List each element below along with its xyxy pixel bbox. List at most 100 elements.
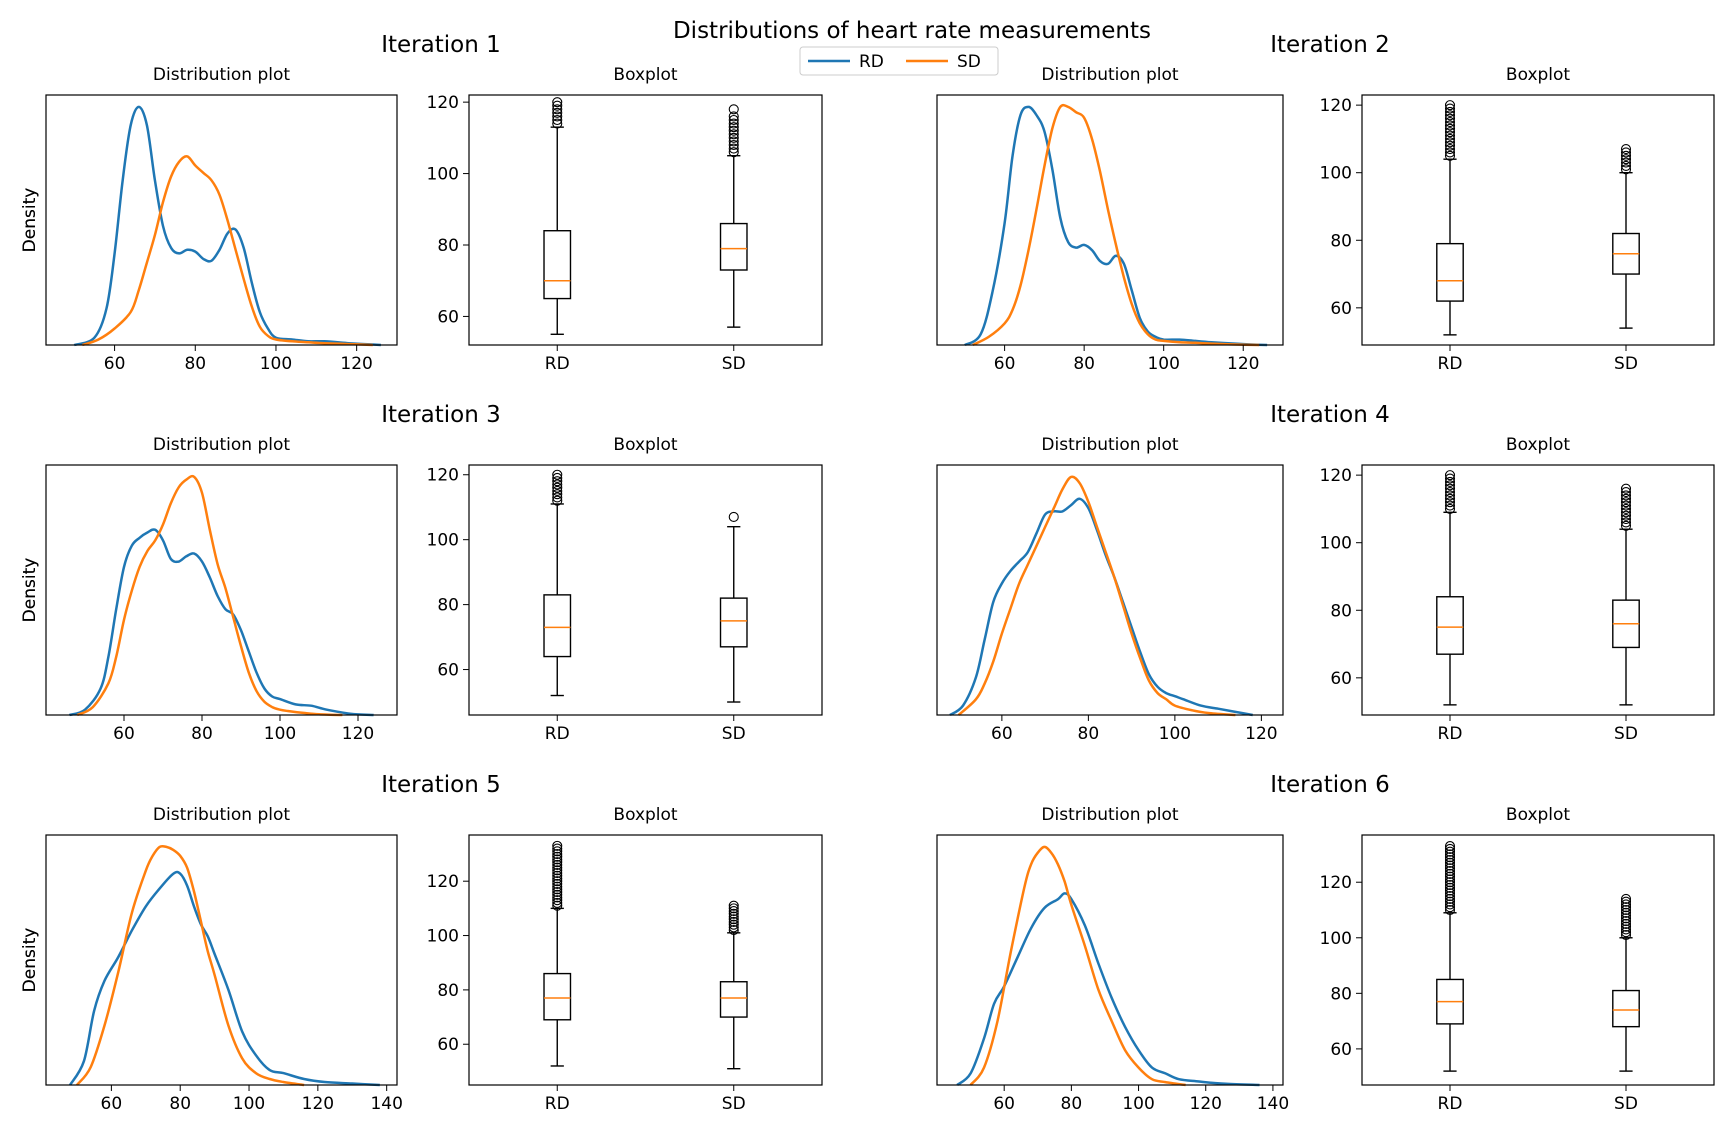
category-label-rd: RD: [545, 354, 570, 374]
box-rd: [1436, 100, 1464, 336]
outlier-point: [552, 851, 563, 862]
iteration-title: Iteration 6: [1270, 772, 1390, 798]
outlier-point: [1444, 849, 1456, 860]
iteration-title: Iteration 4: [1270, 402, 1390, 428]
iqr-box: [1436, 242, 1464, 302]
iqr-box: [719, 222, 748, 271]
outlier-point: [728, 903, 739, 914]
outlier-point: [1620, 899, 1632, 910]
outlier-point: [552, 859, 563, 870]
kde-line-rd: [69, 870, 380, 1087]
outlier-point: [728, 914, 739, 925]
distribution-frame: [936, 834, 1284, 1086]
x-tick-label: 100: [1159, 724, 1191, 744]
y-tick-label: 120: [1320, 96, 1352, 116]
category-label-sd: SD: [722, 724, 746, 744]
outlier-point: [1444, 503, 1456, 514]
boxplot: Boxplot 60 80 100 120 RD SD: [427, 805, 823, 1114]
distribution-plot: Distribution plot Density 60 80 100 120 140: [20, 805, 1289, 1114]
outlier-point: [1444, 137, 1456, 148]
outlier-point: [1444, 147, 1456, 158]
outlier-point: [728, 111, 739, 122]
outlier-point: [1620, 520, 1632, 531]
outlier-point: [728, 139, 739, 151]
x-tick-label: 60: [994, 354, 1016, 374]
outlier-point: [1444, 891, 1456, 902]
y-tick-label: 100: [427, 927, 459, 947]
density-axis-label: Density: [20, 558, 40, 623]
boxplot-frame: [1361, 834, 1715, 1086]
box-sd: [1612, 893, 1640, 1072]
density-axis-label: Density: [20, 558, 40, 623]
x-tick-label: 100: [1122, 1094, 1154, 1114]
outlier-point: [728, 132, 739, 143]
outlier-point: [552, 900, 563, 911]
outlier-point: [1444, 877, 1456, 888]
outlier-point: [1444, 882, 1456, 893]
outlier-point: [552, 878, 563, 889]
x-tick-label: 120: [1190, 1094, 1222, 1114]
x-tick-label: 60: [993, 1094, 1015, 1114]
category-label-rd: RD: [1438, 354, 1463, 374]
outlier-point: [1620, 500, 1632, 511]
x-tick-label: 120: [1227, 354, 1259, 374]
category-label-sd: SD: [1614, 724, 1638, 744]
y-tick-label: 120: [427, 466, 459, 486]
distribution-frame: [936, 94, 1284, 346]
iteration-panel: Iteration 5 Distribution plot Density 60 80 1…: [20, 772, 823, 1114]
outlier-point: [1620, 921, 1632, 932]
category-label-rd: RD: [545, 724, 570, 744]
outlier-point: [1620, 486, 1632, 498]
outlier-point: [552, 848, 563, 860]
outlier-point: [728, 129, 739, 140]
outlier-point: [1620, 896, 1632, 907]
kde-line-rd: [73, 105, 381, 347]
x-tick-label: 80: [1073, 354, 1095, 374]
outlier-point: [552, 881, 563, 892]
outlier-point: [552, 114, 563, 126]
outlier-point: [1444, 497, 1456, 508]
y-tick-label: 120: [1320, 466, 1352, 486]
outlier-point: [1620, 503, 1632, 514]
outlier-point: [1620, 904, 1632, 916]
outlier-point: [1444, 493, 1456, 504]
iqr-box: [1436, 596, 1464, 655]
kde-line-sd: [972, 103, 1260, 347]
y-tick-label: 60: [437, 661, 459, 681]
outlier-point: [1444, 863, 1456, 874]
outlier-point: [552, 865, 563, 876]
x-tick-label: 80: [184, 354, 206, 374]
outlier-point: [552, 479, 563, 490]
outlier-point: [552, 469, 563, 480]
outlier-point: [1444, 100, 1456, 111]
outlier-point: [728, 919, 739, 930]
outlier-point: [1620, 907, 1632, 918]
outlier-point: [1444, 150, 1456, 161]
outlier-point: [1620, 924, 1632, 935]
category-label-sd: SD: [722, 1094, 746, 1114]
outlier-point: [552, 892, 563, 903]
outlier-point: [728, 900, 739, 911]
outlier-point: [1444, 885, 1456, 896]
outlier-point: [728, 122, 739, 133]
outlier-point: [1444, 106, 1456, 117]
box-rd: [543, 469, 572, 697]
boxplot-title: Boxplot: [613, 435, 678, 455]
y-tick-label: 60: [1330, 669, 1352, 689]
outlier-point: [1620, 497, 1632, 508]
outlier-point: [1444, 874, 1456, 885]
distribution-plot: Distribution plot Density 60 80 100 120 140: [20, 805, 403, 1114]
outlier-point: [1444, 133, 1456, 144]
boxplot: Boxplot 60 80 100 120 RD SD: [1320, 435, 1715, 744]
outlier-point: [1620, 918, 1632, 929]
boxplot: Boxplot 60 80 100 120 RD SD: [427, 435, 823, 744]
outlier-point: [728, 925, 739, 936]
outlier-point: [552, 495, 563, 506]
outlier-point: [1444, 852, 1456, 863]
outlier-point: [1620, 150, 1632, 161]
y-tick-label: 100: [1320, 164, 1352, 184]
distribution-frame: [936, 464, 1284, 716]
box-rd: [1436, 841, 1464, 1072]
outlier-point: [1444, 879, 1456, 891]
kde-line-sd: [81, 155, 373, 347]
